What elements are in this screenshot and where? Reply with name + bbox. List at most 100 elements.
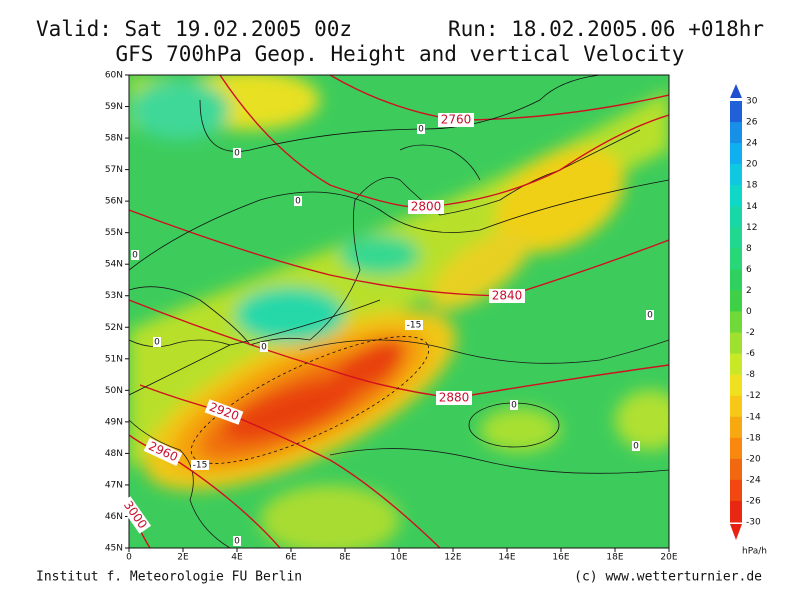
lon-label: 10E	[390, 553, 407, 563]
colorbar-swatch	[730, 248, 742, 270]
velocity-label: -15	[407, 321, 422, 331]
height-label-box	[204, 399, 244, 425]
colorbar-swatch	[730, 227, 742, 249]
lat-label: 57N	[105, 165, 123, 175]
colorbar-unit: hPa/h	[742, 547, 767, 557]
lon-label: 18E	[606, 553, 623, 563]
lat-label: 49N	[105, 417, 123, 427]
height-contours	[129, 75, 669, 548]
height-label-box	[489, 289, 525, 303]
colorbar-swatch	[730, 416, 742, 439]
lon-label: 14E	[498, 553, 515, 563]
velocity-label: -15	[193, 461, 208, 471]
velocity-label: 0	[647, 311, 653, 321]
velocity-label: 0	[261, 343, 267, 353]
colorbar-label: -2	[746, 328, 755, 338]
lon-label: 4E	[231, 553, 243, 563]
colorbar-label: -12	[746, 391, 761, 401]
colorbar-label: -14	[746, 412, 761, 422]
lon-label: 12E	[444, 553, 461, 563]
height-label-text: 2760	[441, 113, 472, 127]
height-label: 2800	[408, 200, 444, 214]
colorbar-label: -20	[746, 454, 761, 464]
lat-label: 60N	[105, 71, 123, 81]
colorbar-swatch	[730, 395, 742, 418]
colorbar-label: 18	[746, 181, 758, 191]
velocity-label-box	[233, 148, 241, 158]
lat-label: 59N	[105, 102, 123, 112]
colorbar-label: 8	[746, 244, 752, 254]
height-label-box	[436, 391, 472, 405]
velocity-label-box	[153, 337, 161, 347]
velocity-label-box	[233, 536, 241, 546]
colorbar-swatch	[730, 122, 742, 144]
colorbar-label: 2	[746, 286, 752, 296]
colorbar-swatch	[730, 269, 742, 291]
footer-institute: Institut f. Meteorologie FU Berlin	[36, 570, 302, 585]
colorbar-swatch	[730, 185, 742, 207]
velocity-label-box	[131, 250, 139, 260]
height-label: 2840	[489, 289, 525, 303]
colorbar-swatch	[730, 143, 742, 165]
colorbar-label: -30	[746, 518, 761, 528]
velocity-label: 0	[234, 537, 240, 547]
lon-label: 2E	[177, 553, 189, 563]
velocity-label: 0	[132, 251, 138, 261]
height-label: 2880	[436, 391, 472, 405]
height-label-box	[118, 496, 152, 534]
colorbar-swatch	[730, 164, 742, 186]
valid-time: Valid: Sat 19.02.2005 00z	[36, 17, 352, 41]
lon-label: 16E	[552, 553, 569, 563]
colorbar: 302624201814128620-2-6-8-12-14-18-20-24-…	[730, 84, 767, 557]
lat-label: 54N	[105, 260, 123, 270]
lat-label: 50N	[105, 386, 123, 396]
lon-label: 6E	[285, 553, 297, 563]
velocity-label-box	[260, 342, 268, 352]
velocity-label-box	[510, 400, 518, 410]
height-label-text: 2840	[492, 289, 523, 303]
colorbar-swatch	[730, 374, 742, 397]
lon-label: 20E	[660, 553, 677, 563]
colorbar-label: 24	[746, 139, 758, 149]
colorbar-swatch	[730, 332, 742, 355]
lat-label: 46N	[105, 512, 123, 522]
run-time: Run: 18.02.2005.06 +018hr	[448, 17, 764, 41]
velocity-label: 0	[418, 125, 424, 135]
lat-label: 47N	[105, 480, 123, 490]
velocity-label-box	[294, 196, 302, 206]
lat-label: 51N	[105, 354, 123, 364]
velocity-label-box	[632, 441, 640, 451]
colorbar-label: -8	[746, 370, 755, 380]
colorbar-swatch	[730, 353, 742, 376]
colorbar-label: 6	[746, 265, 752, 275]
colorbar-swatch	[730, 206, 742, 228]
colorbar-swatch	[730, 437, 742, 460]
velocity-label-box	[405, 320, 423, 330]
lat-label: 52N	[105, 323, 123, 333]
velocity-label: 0	[154, 338, 160, 348]
velocity-contours	[190, 336, 430, 464]
velocity-label-box	[646, 310, 654, 320]
lat-label: 55N	[105, 228, 123, 238]
velocity-label: 0	[511, 401, 517, 411]
lat-label: 53N	[105, 291, 123, 301]
colorbar-swatch	[730, 479, 742, 502]
velocity-label-box	[417, 124, 425, 134]
colorbar-label: 20	[746, 160, 758, 170]
map-title: GFS 700hPa Geop. Height and vertical Vel…	[116, 42, 685, 66]
colorbar-label: -6	[746, 349, 755, 359]
height-label: 2760	[438, 113, 474, 127]
colorbar-label: -18	[746, 433, 761, 443]
lat-label: 48N	[105, 449, 123, 459]
colorbar-swatch	[730, 458, 742, 481]
colorbar-label: -24	[746, 475, 761, 485]
lon-label: 0	[126, 553, 132, 563]
velocity-label: 0	[295, 197, 301, 207]
lat-label: 58N	[105, 134, 123, 144]
colorbar-label: 30	[746, 97, 758, 107]
colorbar-label: 0	[746, 307, 752, 317]
height-label-box	[408, 200, 444, 214]
colorbar-swatch	[730, 101, 742, 123]
lat-label: 56N	[105, 197, 123, 207]
